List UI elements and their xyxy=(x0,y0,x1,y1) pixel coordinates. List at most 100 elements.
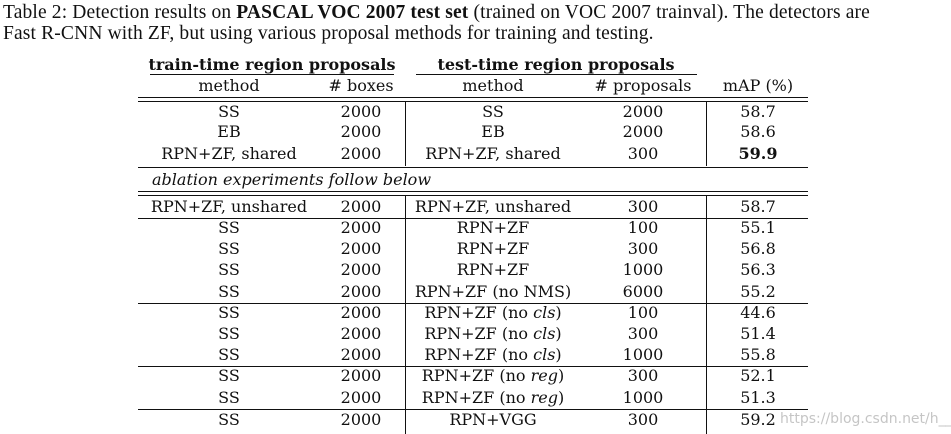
cell-proposals: 300 xyxy=(627,366,659,385)
cell-test-method: RPN+ZF (no cls) xyxy=(406,345,580,365)
cell-boxes: 2000 xyxy=(340,366,382,385)
cell-train-method: RPN+ZF, unshared xyxy=(150,197,308,216)
cell-test-method: RPN+ZF xyxy=(406,218,580,238)
section-rule xyxy=(138,366,808,367)
cell-map: 55.8 xyxy=(740,345,776,364)
column-divider xyxy=(405,195,406,434)
test-method-ablated-part: cls xyxy=(533,303,556,322)
cell-map: 59.9 xyxy=(738,144,778,163)
watermark: https://blog.csdn.net/h__ang xyxy=(780,411,951,427)
test-method-ablated-part: reg xyxy=(530,388,558,407)
ablation-rule-mid xyxy=(138,191,808,192)
cell-proposals: 1000 xyxy=(622,345,664,364)
test-method-ablated-part: reg xyxy=(530,366,558,385)
cell-test-method: RPN+ZF (no reg) xyxy=(406,366,580,386)
caption-prefix: Table 2: Detection results on xyxy=(3,2,237,23)
col-header-test-method: method xyxy=(462,76,524,95)
cell-boxes: 2000 xyxy=(340,303,382,322)
cell-test-method: RPN+VGG xyxy=(406,410,580,430)
test-method-close-paren: ) xyxy=(557,388,565,407)
cell-proposals: 6000 xyxy=(622,282,664,301)
cell-map: 59.2 xyxy=(740,410,776,429)
cell-proposals: 300 xyxy=(627,239,659,258)
cell-proposals: 2000 xyxy=(622,122,664,141)
test-method-text: RPN+ZF (no xyxy=(424,345,534,364)
header-rule-bottom xyxy=(138,101,808,102)
col-header-boxes: # boxes xyxy=(328,76,394,95)
cell-proposals: 300 xyxy=(627,324,659,343)
table-caption: Table 2: Detection results on PASCAL VOC… xyxy=(3,2,948,44)
train-group-underline xyxy=(150,74,394,75)
cell-proposals: 300 xyxy=(627,144,659,163)
test-method-text: RPN+ZF (no xyxy=(421,366,531,385)
cell-train-method: EB xyxy=(217,122,241,141)
column-divider xyxy=(706,195,707,434)
cell-map: 52.1 xyxy=(740,366,776,385)
cell-map: 58.7 xyxy=(740,102,776,121)
cell-train-method: SS xyxy=(218,388,240,407)
test-group-underline xyxy=(416,74,697,75)
test-method-text: EB xyxy=(481,122,505,141)
cell-boxes: 2000 xyxy=(340,324,382,343)
caption-line2: Fast R-CNN with ZF, but using various pr… xyxy=(3,23,654,44)
test-method-close-paren: ) xyxy=(557,366,565,385)
section-rule xyxy=(138,303,808,304)
cell-test-method: EB xyxy=(406,122,580,142)
cell-test-method: RPN+ZF (no NMS) xyxy=(406,282,580,302)
cell-train-method: SS xyxy=(218,366,240,385)
cell-boxes: 2000 xyxy=(340,239,382,258)
cell-boxes: 2000 xyxy=(340,144,382,163)
test-method-close-paren: ) xyxy=(555,324,562,343)
cell-map: 51.3 xyxy=(740,388,776,407)
cell-map: 56.8 xyxy=(740,239,776,258)
test-method-close-paren: ) xyxy=(555,303,562,322)
ablation-rule-top xyxy=(138,167,808,168)
test-method-text: RPN+ZF, shared xyxy=(425,144,561,163)
section-rule xyxy=(138,218,808,219)
test-method-text: RPN+ZF xyxy=(456,239,530,258)
cell-boxes: 2000 xyxy=(340,260,382,279)
test-method-text: RPN+ZF (no xyxy=(424,303,534,322)
cell-test-method: RPN+ZF xyxy=(406,239,580,259)
test-method-text: RPN+VGG xyxy=(449,410,537,429)
cell-train-method: SS xyxy=(218,218,240,237)
caption-line1-rest: (trained on VOC 2007 trainval). The dete… xyxy=(468,2,870,23)
cell-train-method: SS xyxy=(218,239,240,258)
cell-test-method: RPN+ZF xyxy=(406,260,580,280)
section-rule xyxy=(138,409,808,410)
column-divider xyxy=(706,101,707,166)
cell-proposals: 300 xyxy=(627,197,659,216)
caption-bold: PASCAL VOC 2007 test set xyxy=(236,2,469,23)
cell-map: 58.7 xyxy=(740,197,776,216)
test-method-close-paren: ) xyxy=(555,345,562,364)
cell-train-method: SS xyxy=(218,102,240,121)
test-method-text: RPN+ZF (no NMS) xyxy=(414,282,572,301)
cell-train-method: RPN+ZF, shared xyxy=(161,144,297,163)
cell-proposals: 2000 xyxy=(622,102,664,121)
test-method-ablated-part: cls xyxy=(533,345,556,364)
cell-test-method: RPN+ZF, shared xyxy=(406,144,580,164)
ablation-rule-bottom xyxy=(138,195,808,196)
cell-proposals: 100 xyxy=(627,303,659,322)
cell-test-method: SS xyxy=(406,102,580,122)
cell-train-method: SS xyxy=(218,410,240,429)
test-method-text: RPN+ZF (no xyxy=(421,388,531,407)
col-header-train-method: method xyxy=(198,76,260,95)
cell-boxes: 2000 xyxy=(340,388,382,407)
cell-train-method: SS xyxy=(218,282,240,301)
cell-boxes: 2000 xyxy=(340,282,382,301)
cell-map: 44.6 xyxy=(740,303,776,322)
cell-test-method: RPN+ZF (no reg) xyxy=(406,388,580,408)
cell-boxes: 2000 xyxy=(340,197,382,216)
cell-train-method: SS xyxy=(218,345,240,364)
cell-train-method: SS xyxy=(218,324,240,343)
cell-proposals: 1000 xyxy=(622,388,664,407)
column-divider xyxy=(405,101,406,166)
cell-test-method: RPN+ZF, unshared xyxy=(406,197,580,217)
test-method-ablated-part: cls xyxy=(533,324,556,343)
test-method-text: RPN+ZF xyxy=(456,218,530,237)
cell-boxes: 2000 xyxy=(340,410,382,429)
cell-proposals: 1000 xyxy=(622,260,664,279)
cell-map: 58.6 xyxy=(740,122,776,141)
cell-proposals: 300 xyxy=(627,410,659,429)
